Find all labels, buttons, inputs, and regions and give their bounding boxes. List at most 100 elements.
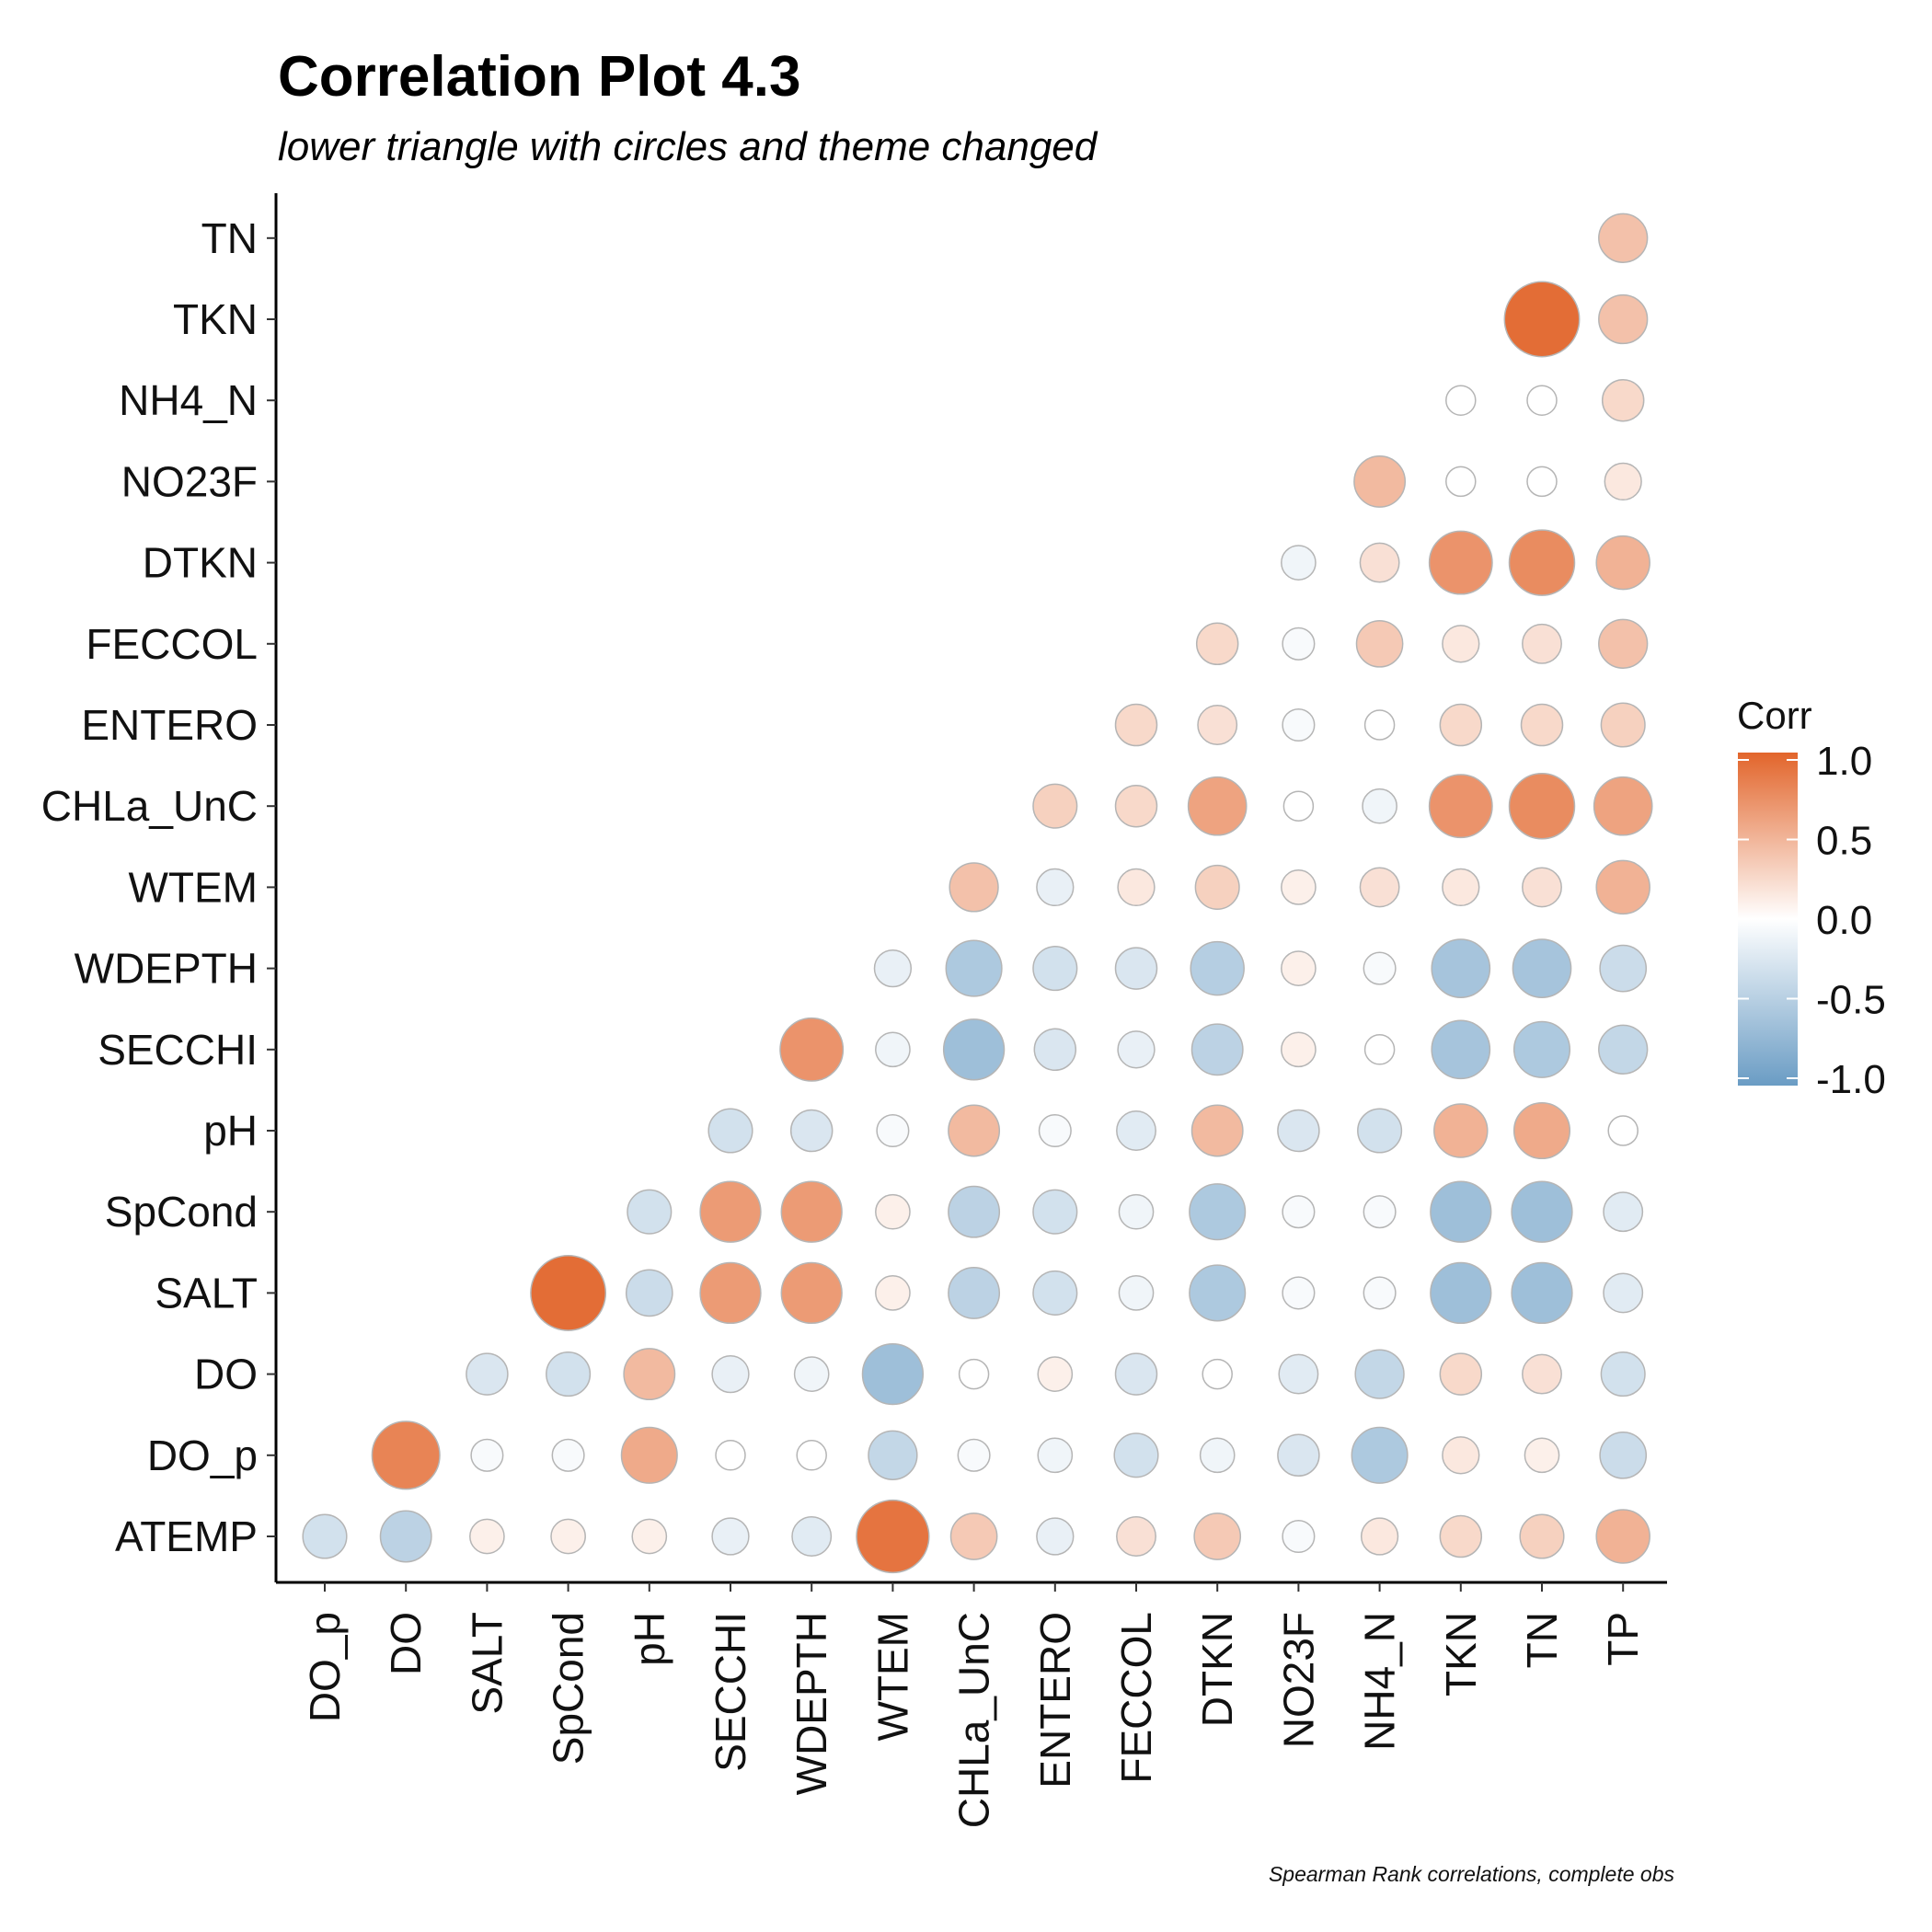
y-tick-label: NH4_N — [119, 376, 258, 424]
corr-circle — [948, 1104, 1001, 1157]
x-tick-label: TP — [1599, 1612, 1647, 1666]
corr-circle — [551, 1438, 585, 1472]
corr-circle — [1190, 1104, 1244, 1157]
corr-circle — [1600, 702, 1646, 748]
corr-circle — [1281, 869, 1317, 905]
corr-circle — [875, 1275, 911, 1311]
legend-tick-label: 1.0 — [1816, 739, 1872, 784]
legend-title: Corr — [1737, 694, 1812, 737]
corr-circle — [1442, 1436, 1480, 1475]
corr-circle — [1439, 703, 1483, 747]
corr-circle — [470, 1438, 504, 1472]
legend-tick-label: 0.0 — [1816, 898, 1872, 943]
legend-tick-label: -1.0 — [1816, 1057, 1886, 1102]
corr-circle — [466, 1352, 509, 1396]
corr-circle — [791, 1516, 833, 1557]
corr-circle — [707, 1108, 753, 1154]
corr-circle — [1359, 542, 1400, 583]
x-tick-label: TKN — [1437, 1612, 1485, 1696]
corr-circle — [789, 1109, 834, 1153]
corr-circle — [1197, 705, 1238, 745]
corr-circle — [1512, 1020, 1571, 1078]
corr-circle — [1430, 1261, 1492, 1325]
x-tick-label: NH4_N — [1356, 1612, 1404, 1751]
corr-circle — [1439, 1514, 1483, 1558]
corr-circle — [1194, 864, 1240, 910]
corr-circle — [550, 1518, 586, 1555]
corr-circle — [1431, 938, 1491, 998]
corr-circle — [1199, 1437, 1236, 1474]
corr-circle — [958, 1358, 990, 1390]
corr-circle — [1193, 1512, 1242, 1560]
corr-circle — [1428, 774, 1493, 839]
legend-tick-label: 0.5 — [1816, 819, 1872, 864]
corr-circle — [1599, 944, 1648, 993]
corr-circle — [876, 1113, 910, 1148]
corr-circle — [1117, 868, 1156, 907]
corr-circle — [1520, 703, 1564, 747]
corr-circle — [1114, 703, 1158, 747]
x-tick-label: NO23F — [1274, 1612, 1322, 1748]
corr-circle — [1282, 627, 1316, 661]
x-tick-label: DO — [382, 1612, 430, 1675]
corr-circle — [1522, 1353, 1562, 1395]
corr-circle — [780, 1261, 843, 1325]
corr-circle — [1599, 1431, 1648, 1479]
plot-area: ATEMP DO_p DO SALT SpCond pH SECCHI WDEPTH WTEM C… — [41, 193, 1667, 1828]
corr-circle — [949, 862, 999, 913]
corr-circle — [1595, 859, 1650, 915]
corr-circle — [1037, 1437, 1074, 1474]
corr-circle — [620, 1426, 678, 1484]
corr-circle — [1281, 1031, 1317, 1068]
corr-circle — [1187, 776, 1248, 836]
corr-circle — [371, 1420, 441, 1490]
corr-circle — [1433, 1103, 1489, 1158]
corr-circle — [1603, 1272, 1644, 1314]
corr-circle — [1037, 1356, 1074, 1392]
corr-circle — [1593, 776, 1653, 836]
corr-circle — [1189, 1264, 1247, 1322]
corr-circle — [1600, 1351, 1646, 1397]
corr-circle — [948, 1185, 1001, 1238]
corr-circle — [1524, 1437, 1560, 1474]
x-tick-label: TN — [1518, 1612, 1566, 1668]
corr-circle — [1601, 378, 1645, 422]
corr-circle — [779, 1017, 845, 1082]
corr-circle — [1607, 1115, 1639, 1146]
corr-circle — [1351, 1426, 1409, 1484]
corr-circle — [1281, 545, 1317, 581]
corr-circle — [1282, 1195, 1316, 1229]
corr-circle — [1442, 868, 1480, 907]
chart-caption: Spearman Rank correlations, complete obs — [1269, 1862, 1675, 1886]
corr-circle — [1114, 947, 1158, 990]
corr-circle — [1445, 385, 1477, 416]
y-tick-label: SALT — [155, 1269, 258, 1317]
corr-circle — [699, 1261, 762, 1325]
corr-circle — [1114, 784, 1158, 828]
x-tick-label: SALT — [463, 1612, 511, 1715]
corr-circle — [957, 1438, 991, 1472]
corr-circle — [1282, 1519, 1316, 1554]
y-tick-label: NO23F — [121, 457, 258, 505]
chart-subtitle: lower triangle with circles and theme ch… — [278, 124, 1098, 169]
corr-circle — [780, 1180, 843, 1243]
corr-circle — [1503, 281, 1581, 358]
corr-circle — [1598, 293, 1649, 345]
corr-circle — [1282, 1276, 1316, 1310]
x-tick-label: SECCHI — [707, 1612, 754, 1772]
y-tick-label: DTKN — [143, 539, 258, 587]
corr-circle — [379, 1510, 432, 1563]
corr-circle — [1195, 622, 1239, 666]
x-tick-label: SpCond — [545, 1612, 592, 1765]
corr-circle — [627, 1189, 673, 1235]
corr-circle — [711, 1517, 750, 1556]
corr-circle — [1526, 385, 1558, 416]
corr-circle — [699, 1180, 762, 1243]
corr-circle — [1519, 1513, 1565, 1559]
corr-circle — [793, 1356, 830, 1392]
corr-circle — [1281, 950, 1317, 986]
corr-circle — [1526, 466, 1558, 498]
corr-circle — [868, 1430, 918, 1480]
corr-circle — [1598, 1024, 1649, 1075]
